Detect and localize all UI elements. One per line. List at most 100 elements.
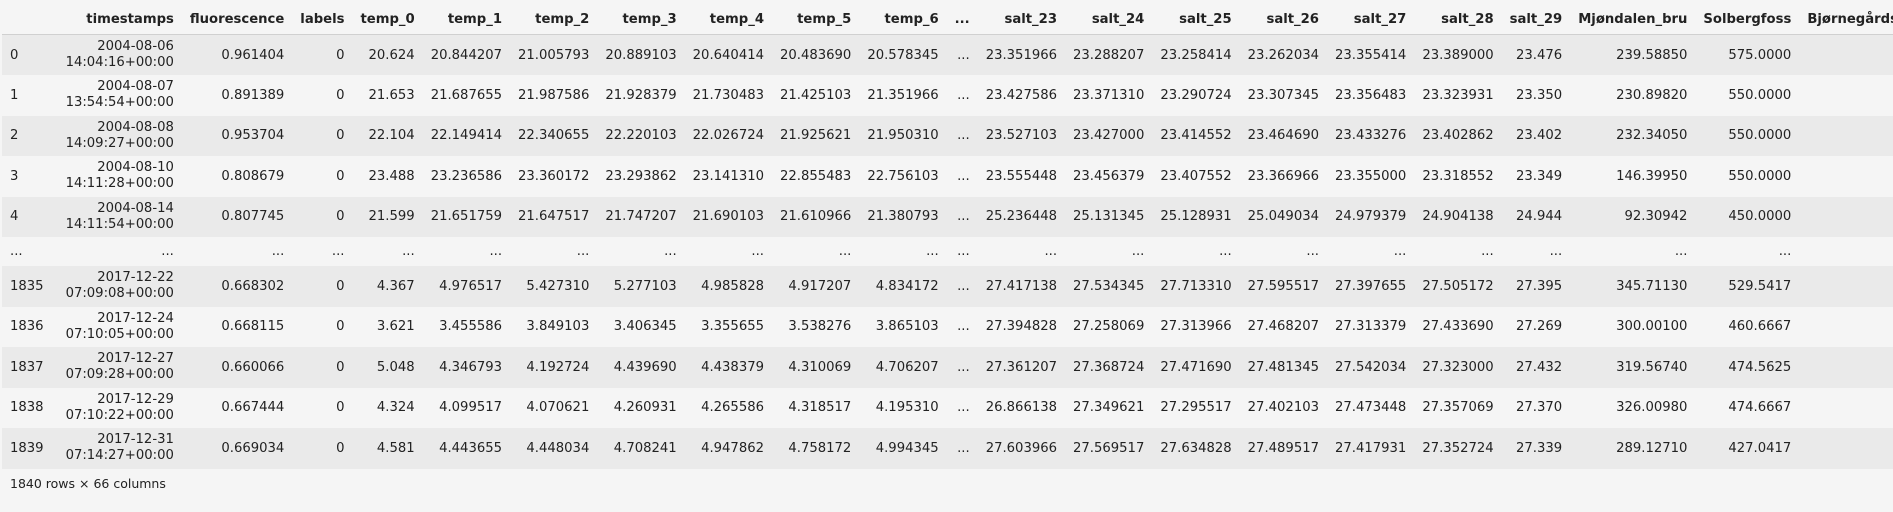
table-cell: 23.555448: [985, 168, 1058, 184]
table-cell: 4.260931: [613, 400, 677, 416]
table-cell: 23.236586: [430, 168, 503, 184]
timestamp-date: 2004-08-14: [97, 200, 174, 216]
table-cell: 22.855483: [780, 168, 852, 184]
table-cell: 23.427000: [1073, 128, 1145, 144]
table-cell: 474.6667: [1728, 400, 1792, 416]
table-cell: 21.730483: [692, 87, 764, 103]
table-cell: 21.987586: [518, 87, 590, 103]
table-cell: ...: [957, 278, 970, 294]
table-cell: 27.368724: [1073, 359, 1145, 375]
timestamp-time: 14:11:28+00:00: [65, 176, 174, 192]
column-header: Bjørnegårdssvingen: [1799, 4, 1893, 35]
table-cell: 23.288207: [1073, 47, 1145, 63]
table-cell: 23.355414: [1335, 47, 1407, 63]
table-cell: 550.0000: [1728, 87, 1792, 103]
table-cell: ...: [1481, 244, 1494, 259]
table-cell: 22.104: [368, 128, 415, 144]
table-cell: 0.891389: [221, 87, 285, 103]
table-row: 1835 2017-12-22 07:09:08+00:00 0.668302 0 4.3…: [2, 266, 1893, 307]
table-cell: 21.747207: [605, 209, 677, 225]
table-cell: 4.324: [376, 400, 415, 416]
table-cell: 146.39950: [1616, 168, 1688, 184]
table-cell: 21.928379: [605, 87, 677, 103]
table-cell: 4.265586: [701, 400, 764, 416]
table-cell: 4.439690: [613, 359, 677, 375]
table-cell: 4.367: [376, 278, 415, 294]
table-cell: 23.402: [1516, 128, 1563, 144]
table-cell: 22.026724: [692, 128, 764, 144]
timestamp-cell: 2004-08-14 14:11:54+00:00: [58, 197, 182, 238]
table-cell: 3.865103: [875, 319, 939, 335]
table-cell: 27.432: [1516, 359, 1563, 375]
table-cell: 27.323000: [1422, 359, 1494, 375]
table-cell: 27.295517: [1160, 400, 1232, 416]
table-cell: 27.481345: [1247, 359, 1319, 375]
table-cell: 4.346793: [439, 359, 503, 375]
table-cell: 0.953704: [221, 128, 285, 144]
table-cell: 4.448034: [526, 440, 590, 456]
table-cell: 23.371310: [1073, 87, 1145, 103]
table-row: 1 2004-08-07 13:54:54+00:00 0.891389 0 21.653…: [2, 75, 1893, 116]
column-header: salt_26: [1239, 4, 1327, 35]
table-cell: 25.131345: [1073, 209, 1145, 225]
table-cell: 4.917207: [788, 278, 852, 294]
table-cell: 22.149414: [430, 128, 503, 144]
table-cell: 92.30942: [1624, 209, 1688, 225]
table-cell: 24.904138: [1422, 209, 1494, 225]
table-cell: 23.262034: [1247, 47, 1319, 63]
timestamp-time: 14:04:16+00:00: [65, 55, 174, 70]
table-cell: ...: [664, 244, 677, 259]
table-cell: 21.380793: [867, 209, 939, 225]
table-cell: 4.706207: [875, 359, 939, 375]
table-cell: 23.351966: [985, 47, 1058, 63]
column-header: salt_25: [1152, 4, 1240, 35]
table-cell: 0: [336, 440, 345, 456]
table-cell: ...: [957, 47, 970, 63]
table-cell: 23.464690: [1247, 128, 1319, 144]
timestamp-cell: 2004-08-08 14:09:27+00:00: [58, 116, 182, 157]
table-cell: 4.443655: [439, 440, 503, 456]
table-cell: 23.360172: [518, 168, 590, 184]
table-cell: 0.808679: [221, 168, 285, 184]
column-header: temp_0: [352, 4, 423, 35]
table-cell: 27.361207: [985, 359, 1058, 375]
table-cell: 25.236448: [985, 209, 1058, 225]
table-cell: 1.376977: [1799, 428, 1893, 469]
timestamp-cell: 2004-08-10 14:11:28+00:00: [58, 156, 182, 197]
table-cell: ...: [1549, 244, 1563, 259]
table-cell: ...: [402, 244, 415, 259]
table-cell: 23.488: [368, 168, 415, 184]
table-cell: 0: [336, 168, 345, 184]
table-cell: ...: [751, 244, 764, 259]
table-cell: 27.395: [1516, 278, 1563, 294]
table-cell: 27.402103: [1247, 400, 1319, 416]
column-header: salt_29: [1501, 4, 1571, 35]
table-cell: ...: [331, 244, 345, 259]
column-header: salt_24: [1065, 4, 1153, 35]
table-cell: 23.389000: [1422, 47, 1494, 63]
column-header: salt_28: [1414, 4, 1502, 35]
table-cell: 21.925621: [780, 128, 852, 144]
table-cell: 27.417931: [1335, 440, 1407, 456]
column-header: Solbergfoss: [1695, 4, 1800, 35]
table-cell: 4.310069: [788, 359, 852, 375]
table-cell: ...: [957, 209, 970, 225]
table-cell: 4.438379: [701, 359, 764, 375]
table-cell: 21.599: [368, 209, 415, 225]
table-cell: 27.603966: [985, 440, 1058, 456]
table-cell: 23.356483: [1335, 87, 1407, 103]
column-header-index: [2, 4, 58, 35]
table-cell: 27.534345: [1073, 278, 1145, 294]
table-cell: 4.070621: [526, 400, 590, 416]
timestamp-cell: 2017-12-24 07:10:05+00:00: [58, 307, 182, 348]
table-cell: 4.985828: [701, 278, 764, 294]
table-cell: 27.417138: [985, 278, 1058, 294]
table-cell: 550.0000: [1728, 168, 1792, 184]
table-cell: 4.994345: [875, 440, 939, 456]
table-cell: 27.634828: [1160, 440, 1232, 456]
table-cell: ...: [957, 244, 970, 259]
table-cell: 27.595517: [1247, 278, 1319, 294]
timestamp-time: 14:09:27+00:00: [65, 135, 174, 151]
table-cell: ...: [1219, 244, 1232, 259]
table-cell: 25.128931: [1160, 209, 1232, 225]
